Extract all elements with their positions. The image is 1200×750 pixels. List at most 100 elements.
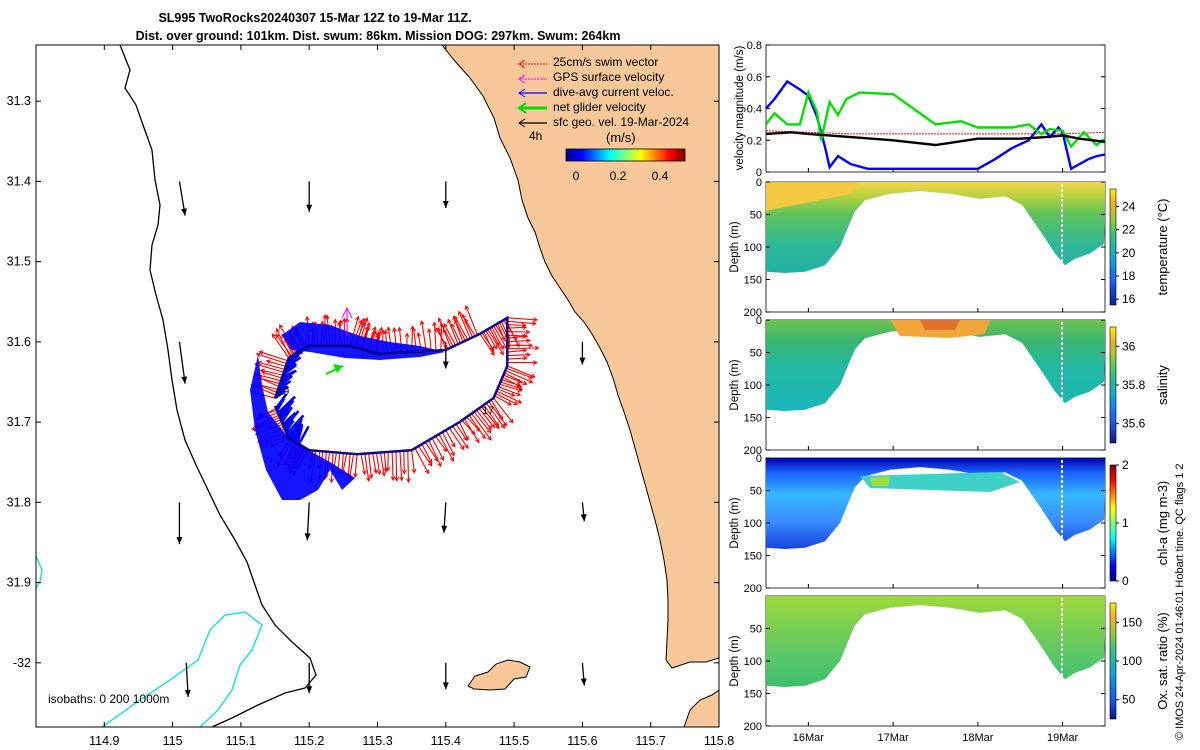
legend-arrowhead-net bbox=[517, 102, 527, 114]
current-vector bbox=[297, 425, 310, 445]
section-colorbar bbox=[1109, 602, 1117, 720]
swim-vector-head bbox=[275, 327, 280, 333]
swim-vector-head bbox=[416, 331, 421, 337]
time-tick-label: 19Mar bbox=[1047, 732, 1079, 744]
swim-vector-head bbox=[390, 476, 396, 482]
section-colorbar bbox=[1109, 188, 1117, 306]
section-ytick-label: 50 bbox=[750, 210, 762, 222]
swim-vector bbox=[455, 423, 468, 441]
swim-vector-head bbox=[517, 378, 523, 384]
swim-vector-head bbox=[510, 392, 516, 397]
section-colorbar-label: 100 bbox=[1122, 654, 1142, 668]
swim-vector-head bbox=[399, 476, 404, 482]
section-ytick-label: 200 bbox=[744, 583, 762, 595]
geo-vector-head bbox=[181, 208, 187, 216]
section-colorbar-label: 2 bbox=[1122, 458, 1129, 472]
swim-vector bbox=[487, 328, 504, 355]
swim-vector bbox=[438, 318, 454, 347]
swim-vector bbox=[424, 441, 439, 462]
day-label-17: 17 bbox=[482, 405, 494, 417]
time-tick-label: 18Mar bbox=[962, 732, 994, 744]
section-ytick-label: 100 bbox=[744, 242, 762, 254]
swim-vector-head bbox=[487, 435, 492, 441]
swim-vector-head bbox=[271, 333, 277, 339]
section-ytick-label: 150 bbox=[744, 551, 762, 563]
swim-vector-head bbox=[486, 428, 492, 434]
section-colorbar-title: temperature (°C) bbox=[1155, 199, 1170, 296]
swim-vector bbox=[375, 452, 381, 475]
current-vector-cluster-west bbox=[250, 355, 355, 500]
footer-credit: © IMOS 24-Apr-2024 01:46:01 Hobart time.… bbox=[1174, 463, 1186, 740]
section-data-chl-a bbox=[766, 458, 1105, 549]
legend-arrowhead-geo bbox=[518, 118, 526, 128]
swim-vector-head bbox=[531, 321, 537, 326]
swim-vector bbox=[461, 420, 476, 435]
swim-vector bbox=[266, 360, 286, 368]
current-vector bbox=[285, 414, 305, 435]
section-ytick-label: 100 bbox=[744, 656, 762, 668]
swim-vector bbox=[490, 399, 504, 420]
section-ytick-label: 100 bbox=[744, 518, 762, 530]
isobaths-label: isobaths: 0 200 1000m bbox=[48, 692, 169, 706]
land-coast bbox=[441, 45, 719, 669]
map-ytick-label: 31.7 bbox=[7, 415, 31, 429]
swim-vector-head bbox=[332, 318, 338, 324]
time-axis: 16Mar 17Mar 18Mar 19Mar bbox=[793, 168, 1079, 744]
current-vector bbox=[277, 379, 292, 391]
swim-vector-head bbox=[373, 469, 378, 475]
swim-vector-head bbox=[526, 352, 531, 358]
isobath-200-a bbox=[36, 555, 43, 589]
swim-vector-head bbox=[260, 370, 266, 376]
geo-vector-head bbox=[442, 201, 449, 208]
swim-vector bbox=[443, 323, 457, 346]
swim-vector bbox=[435, 327, 449, 350]
swim-vector-head bbox=[513, 400, 519, 405]
velocity-ytick-label: 0 bbox=[756, 167, 762, 179]
swim-vector bbox=[507, 331, 530, 333]
geo-vector-head bbox=[176, 537, 183, 545]
section-ytick-label: 0 bbox=[756, 315, 762, 327]
swim-vector-head bbox=[516, 391, 522, 397]
swim-vector-head bbox=[460, 445, 465, 451]
swim-vector-head bbox=[516, 382, 522, 387]
swim-vector-head bbox=[411, 326, 417, 332]
section-colorbar-label: 36 bbox=[1122, 339, 1136, 353]
swim-vector bbox=[347, 453, 351, 478]
swim-vector-head bbox=[517, 399, 523, 404]
legend-arrowhead-gps bbox=[518, 74, 526, 84]
time-tick-label: 17Mar bbox=[878, 732, 910, 744]
swim-vector bbox=[489, 327, 500, 346]
swim-vector-head bbox=[525, 329, 531, 335]
section-ytick-label: 50 bbox=[750, 486, 762, 498]
section-colorbar bbox=[1109, 464, 1117, 582]
colorbar-title: (m/s) bbox=[606, 130, 636, 145]
island bbox=[467, 659, 531, 691]
legend-arrowhead-swim bbox=[518, 59, 526, 69]
map-xtick-label: 114.9 bbox=[89, 734, 119, 748]
section-ylabel: Depth (m) bbox=[729, 497, 741, 548]
swim-vector bbox=[498, 386, 521, 396]
isobath-200-b bbox=[101, 611, 263, 727]
swim-vector bbox=[428, 328, 432, 351]
geo-vector bbox=[178, 341, 186, 384]
current-vector bbox=[286, 423, 300, 437]
swim-vector-head bbox=[401, 469, 407, 475]
section-colorbar-label: 35.6 bbox=[1122, 417, 1146, 431]
section-colorbar-title: Ox. sat. ratio (%) bbox=[1155, 612, 1170, 710]
swim-vector-head bbox=[481, 434, 486, 440]
swim-vector bbox=[504, 372, 527, 385]
geo-vector-head bbox=[442, 361, 449, 369]
swim-vector bbox=[414, 447, 429, 474]
section-ylabel: Depth (m) bbox=[729, 221, 741, 272]
swim-vector bbox=[507, 326, 527, 329]
current-vector bbox=[274, 389, 287, 400]
swim-vector-head bbox=[499, 345, 504, 351]
swim-vector bbox=[480, 406, 500, 429]
swim-vector-head bbox=[397, 326, 403, 332]
swim-vector bbox=[421, 443, 433, 464]
swim-vector-head bbox=[522, 355, 528, 361]
swim-vector-head bbox=[427, 461, 433, 467]
swim-vector-head bbox=[363, 317, 369, 323]
swim-vector bbox=[507, 349, 527, 353]
swim-vector-head bbox=[517, 387, 523, 393]
